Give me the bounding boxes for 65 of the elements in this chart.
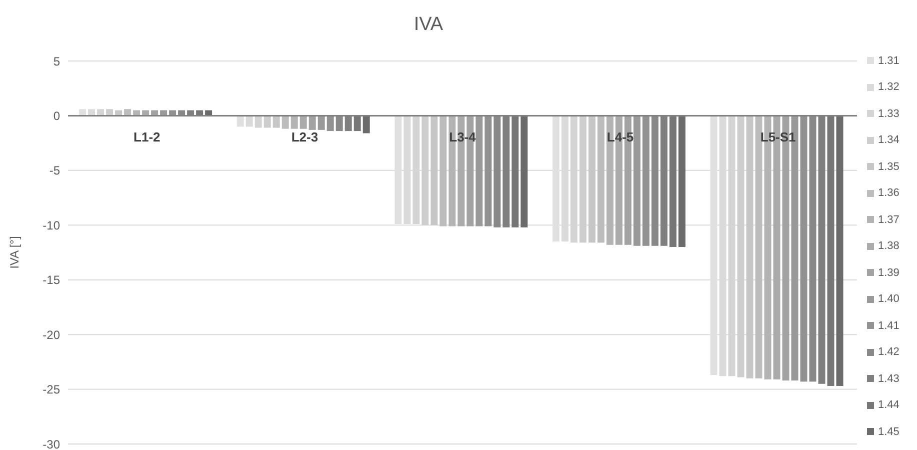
bar bbox=[264, 116, 271, 128]
bar bbox=[597, 116, 604, 243]
bar bbox=[254, 116, 262, 128]
bar bbox=[160, 110, 168, 116]
x-tick-label: L2-3 bbox=[291, 130, 318, 145]
bar bbox=[246, 116, 253, 127]
bar bbox=[755, 116, 762, 378]
legend-label: 1.33 bbox=[878, 108, 900, 120]
legend-label: 1.44 bbox=[878, 399, 900, 411]
bar bbox=[97, 109, 104, 116]
bar bbox=[169, 110, 176, 116]
bar bbox=[642, 116, 650, 246]
bar bbox=[79, 109, 86, 116]
legend-label: 1.45 bbox=[878, 426, 900, 438]
bar bbox=[800, 116, 808, 382]
y-tick-label: -30 bbox=[42, 437, 60, 450]
bar bbox=[236, 116, 244, 127]
bar bbox=[520, 116, 528, 228]
bar bbox=[633, 116, 640, 246]
legend-label: 1.31 bbox=[878, 54, 900, 66]
y-tick-label: -25 bbox=[42, 382, 60, 397]
legend-label: 1.41 bbox=[878, 320, 900, 332]
chart-title: IVA bbox=[412, 14, 444, 36]
legend-label: 1.36 bbox=[878, 187, 900, 199]
bar bbox=[300, 116, 307, 129]
y-tick-label: 0 bbox=[53, 108, 60, 123]
x-tick-label: L1-2 bbox=[134, 130, 160, 145]
bar bbox=[133, 110, 140, 116]
bar bbox=[318, 116, 325, 130]
y-tick-label: -5 bbox=[49, 164, 60, 178]
legend-label: 1.34 bbox=[878, 134, 900, 146]
bar bbox=[746, 116, 754, 378]
legend-label: 1.38 bbox=[878, 240, 900, 252]
legend-label: 1.32 bbox=[878, 81, 900, 93]
y-axis-title: IVA [°] bbox=[7, 236, 22, 269]
bar bbox=[282, 116, 289, 129]
legend-label: 1.37 bbox=[878, 214, 900, 226]
bar bbox=[484, 116, 492, 226]
legend-label: 1.43 bbox=[878, 372, 900, 384]
y-tick-label: 5 bbox=[53, 54, 60, 68]
bar bbox=[151, 110, 158, 116]
bar bbox=[430, 116, 438, 226]
bar bbox=[836, 116, 844, 386]
bar bbox=[205, 110, 212, 116]
legend-label: 1.40 bbox=[878, 293, 900, 305]
legend-label: 1.39 bbox=[878, 266, 900, 278]
bar bbox=[588, 116, 596, 243]
y-tick-label: -15 bbox=[42, 273, 60, 288]
bar bbox=[476, 116, 483, 226]
bar bbox=[678, 116, 686, 248]
bar bbox=[106, 109, 114, 116]
bar bbox=[308, 116, 316, 130]
bar bbox=[290, 116, 298, 129]
bar bbox=[362, 116, 370, 134]
bar bbox=[142, 110, 150, 116]
bar bbox=[272, 116, 280, 128]
legend-label: 1.35 bbox=[878, 160, 900, 172]
y-tick-label: -10 bbox=[42, 218, 60, 232]
bar bbox=[88, 109, 96, 116]
legend-label: 1.42 bbox=[878, 346, 900, 358]
bar bbox=[124, 109, 132, 116]
y-tick-label: -20 bbox=[42, 328, 60, 342]
bar bbox=[326, 116, 334, 132]
bar bbox=[440, 116, 447, 226]
bar bbox=[115, 110, 122, 116]
